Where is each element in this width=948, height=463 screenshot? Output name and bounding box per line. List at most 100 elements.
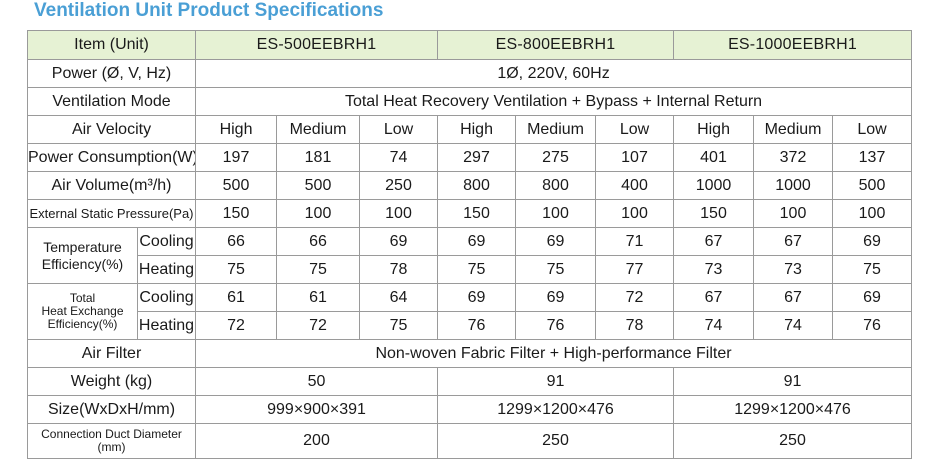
air-filter-value: Non-woven Fabric Filter + High-performan… (195, 339, 913, 368)
cell: 69 (359, 227, 439, 256)
cell: 75 (437, 255, 517, 284)
cell: 297 (437, 143, 517, 172)
cell: 67 (673, 283, 755, 312)
cell: 999×900×391 (195, 395, 439, 424)
cell: High (437, 115, 517, 144)
cell: 77 (595, 255, 675, 284)
cell: 66 (276, 227, 361, 256)
cell: 69 (832, 227, 913, 256)
cell: Low (832, 115, 913, 144)
cell: 800 (437, 171, 517, 200)
cell: 69 (437, 227, 517, 256)
cell: 76 (437, 311, 517, 340)
cell: 91 (437, 367, 675, 396)
cell: 100 (515, 199, 597, 228)
cell: High (673, 115, 755, 144)
row-label-air-filter: Air Filter (26, 339, 197, 368)
cell: 74 (753, 311, 834, 340)
table-row: Air Velocity High Medium Low High Medium… (26, 115, 913, 144)
cell: 50 (195, 367, 439, 396)
label-line: Heat Exchange (41, 304, 124, 318)
cell: 100 (595, 199, 675, 228)
mode-value: Total Heat Recovery Ventilation + Bypass… (195, 87, 913, 116)
table-row: Power (Ø, V, Hz) 1Ø, 220V, 60Hz (26, 59, 913, 88)
model-header: ES-800EEBRH1 (437, 30, 675, 60)
row-label-heat-exchange-efficiency: Total Heat Exchange Efficiency(%) (27, 283, 138, 340)
model-header: ES-500EEBRH1 (195, 30, 439, 60)
cell: 67 (673, 227, 755, 256)
table-row: Temperature Efficiency(%) Cooling 66 66 … (27, 227, 913, 284)
cell: 250 (359, 171, 439, 200)
sub-label-cooling: Cooling (136, 227, 197, 256)
cell: 500 (195, 171, 278, 200)
sub-label-heating: Heating (136, 255, 197, 284)
cell: 1000 (673, 171, 755, 200)
cell: 107 (595, 143, 675, 172)
cell: 76 (832, 311, 913, 340)
cell: 250 (673, 423, 913, 459)
cell: Low (359, 115, 439, 144)
cell: 72 (276, 311, 361, 340)
cell: 72 (195, 311, 278, 340)
cell: 66 (195, 227, 278, 256)
row-label-air-volume: Air Volume(m³/h) (26, 171, 197, 200)
cell: 100 (753, 199, 834, 228)
row-label-power-consumption: Power Consumption(W) (26, 143, 197, 172)
cell: 69 (515, 283, 597, 312)
table-row: Heating 75 75 78 75 75 77 73 73 75 (28, 255, 913, 284)
cell: 78 (595, 311, 675, 340)
row-label-size: Size(WxDxH/mm) (26, 395, 197, 424)
cell: 61 (276, 283, 361, 312)
cell: 1299×1200×476 (673, 395, 913, 424)
page-title: Ventilation Unit Product Specifications (34, 0, 384, 21)
cell: High (195, 115, 278, 144)
cell: 401 (673, 143, 755, 172)
row-label-static-pressure: External Static Pressure(Pa) (26, 199, 197, 228)
label-line: Connection Duct Diameter (41, 427, 182, 441)
table-row: Size(WxDxH/mm) 999×900×391 1299×1200×476… (26, 395, 913, 424)
cell: Medium (276, 115, 361, 144)
cell: 1000 (753, 171, 834, 200)
cell: 69 (832, 283, 913, 312)
cell: 150 (195, 199, 278, 228)
cell: 197 (195, 143, 278, 172)
cell: Low (595, 115, 675, 144)
cell: 61 (195, 283, 278, 312)
cell: 75 (195, 255, 278, 284)
cell: 91 (673, 367, 913, 396)
cell: 1299×1200×476 (437, 395, 675, 424)
cell: 372 (753, 143, 834, 172)
cell: 67 (753, 227, 834, 256)
table-row: Heating 72 72 75 76 76 78 74 74 76 (28, 311, 913, 340)
label-line: Total (69, 291, 96, 305)
table-row: Ventilation Mode Total Heat Recovery Ven… (26, 87, 913, 116)
row-label-weight: Weight (kg) (26, 367, 197, 396)
cell: Medium (515, 115, 597, 144)
cell: 78 (359, 255, 439, 284)
table-row: Weight (kg) 50 91 91 (26, 367, 913, 396)
power-value: 1Ø, 220V, 60Hz (195, 59, 913, 88)
table-row: Connection Duct Diameter (mm) 200 250 25… (26, 423, 913, 459)
cell: 100 (359, 199, 439, 228)
row-label-power: Power (Ø, V, Hz) (26, 59, 197, 88)
cell: 75 (276, 255, 361, 284)
cell: 181 (276, 143, 361, 172)
cell: 500 (276, 171, 361, 200)
cell: 100 (832, 199, 913, 228)
label-line: Temperature (43, 238, 122, 255)
table-row: External Static Pressure(Pa) 150 100 100… (26, 199, 913, 228)
cell: 150 (673, 199, 755, 228)
cell: 69 (515, 227, 597, 256)
cell: 67 (753, 283, 834, 312)
table-row: Total Heat Exchange Efficiency(%) Coolin… (27, 283, 913, 340)
cell: 400 (595, 171, 675, 200)
cell: 69 (437, 283, 517, 312)
row-label-air-velocity: Air Velocity (26, 115, 197, 144)
row-label-mode: Ventilation Mode (26, 87, 197, 116)
label-line: Efficiency(%) (47, 317, 118, 331)
table-row: Air Filter Non-woven Fabric Filter + Hig… (26, 339, 913, 368)
cell: 75 (359, 311, 439, 340)
cell: 500 (832, 171, 913, 200)
spec-table: Item (Unit) ES-500EEBRH1 ES-800EEBRH1 ES… (26, 30, 913, 459)
label-line: (mm) (97, 440, 126, 454)
